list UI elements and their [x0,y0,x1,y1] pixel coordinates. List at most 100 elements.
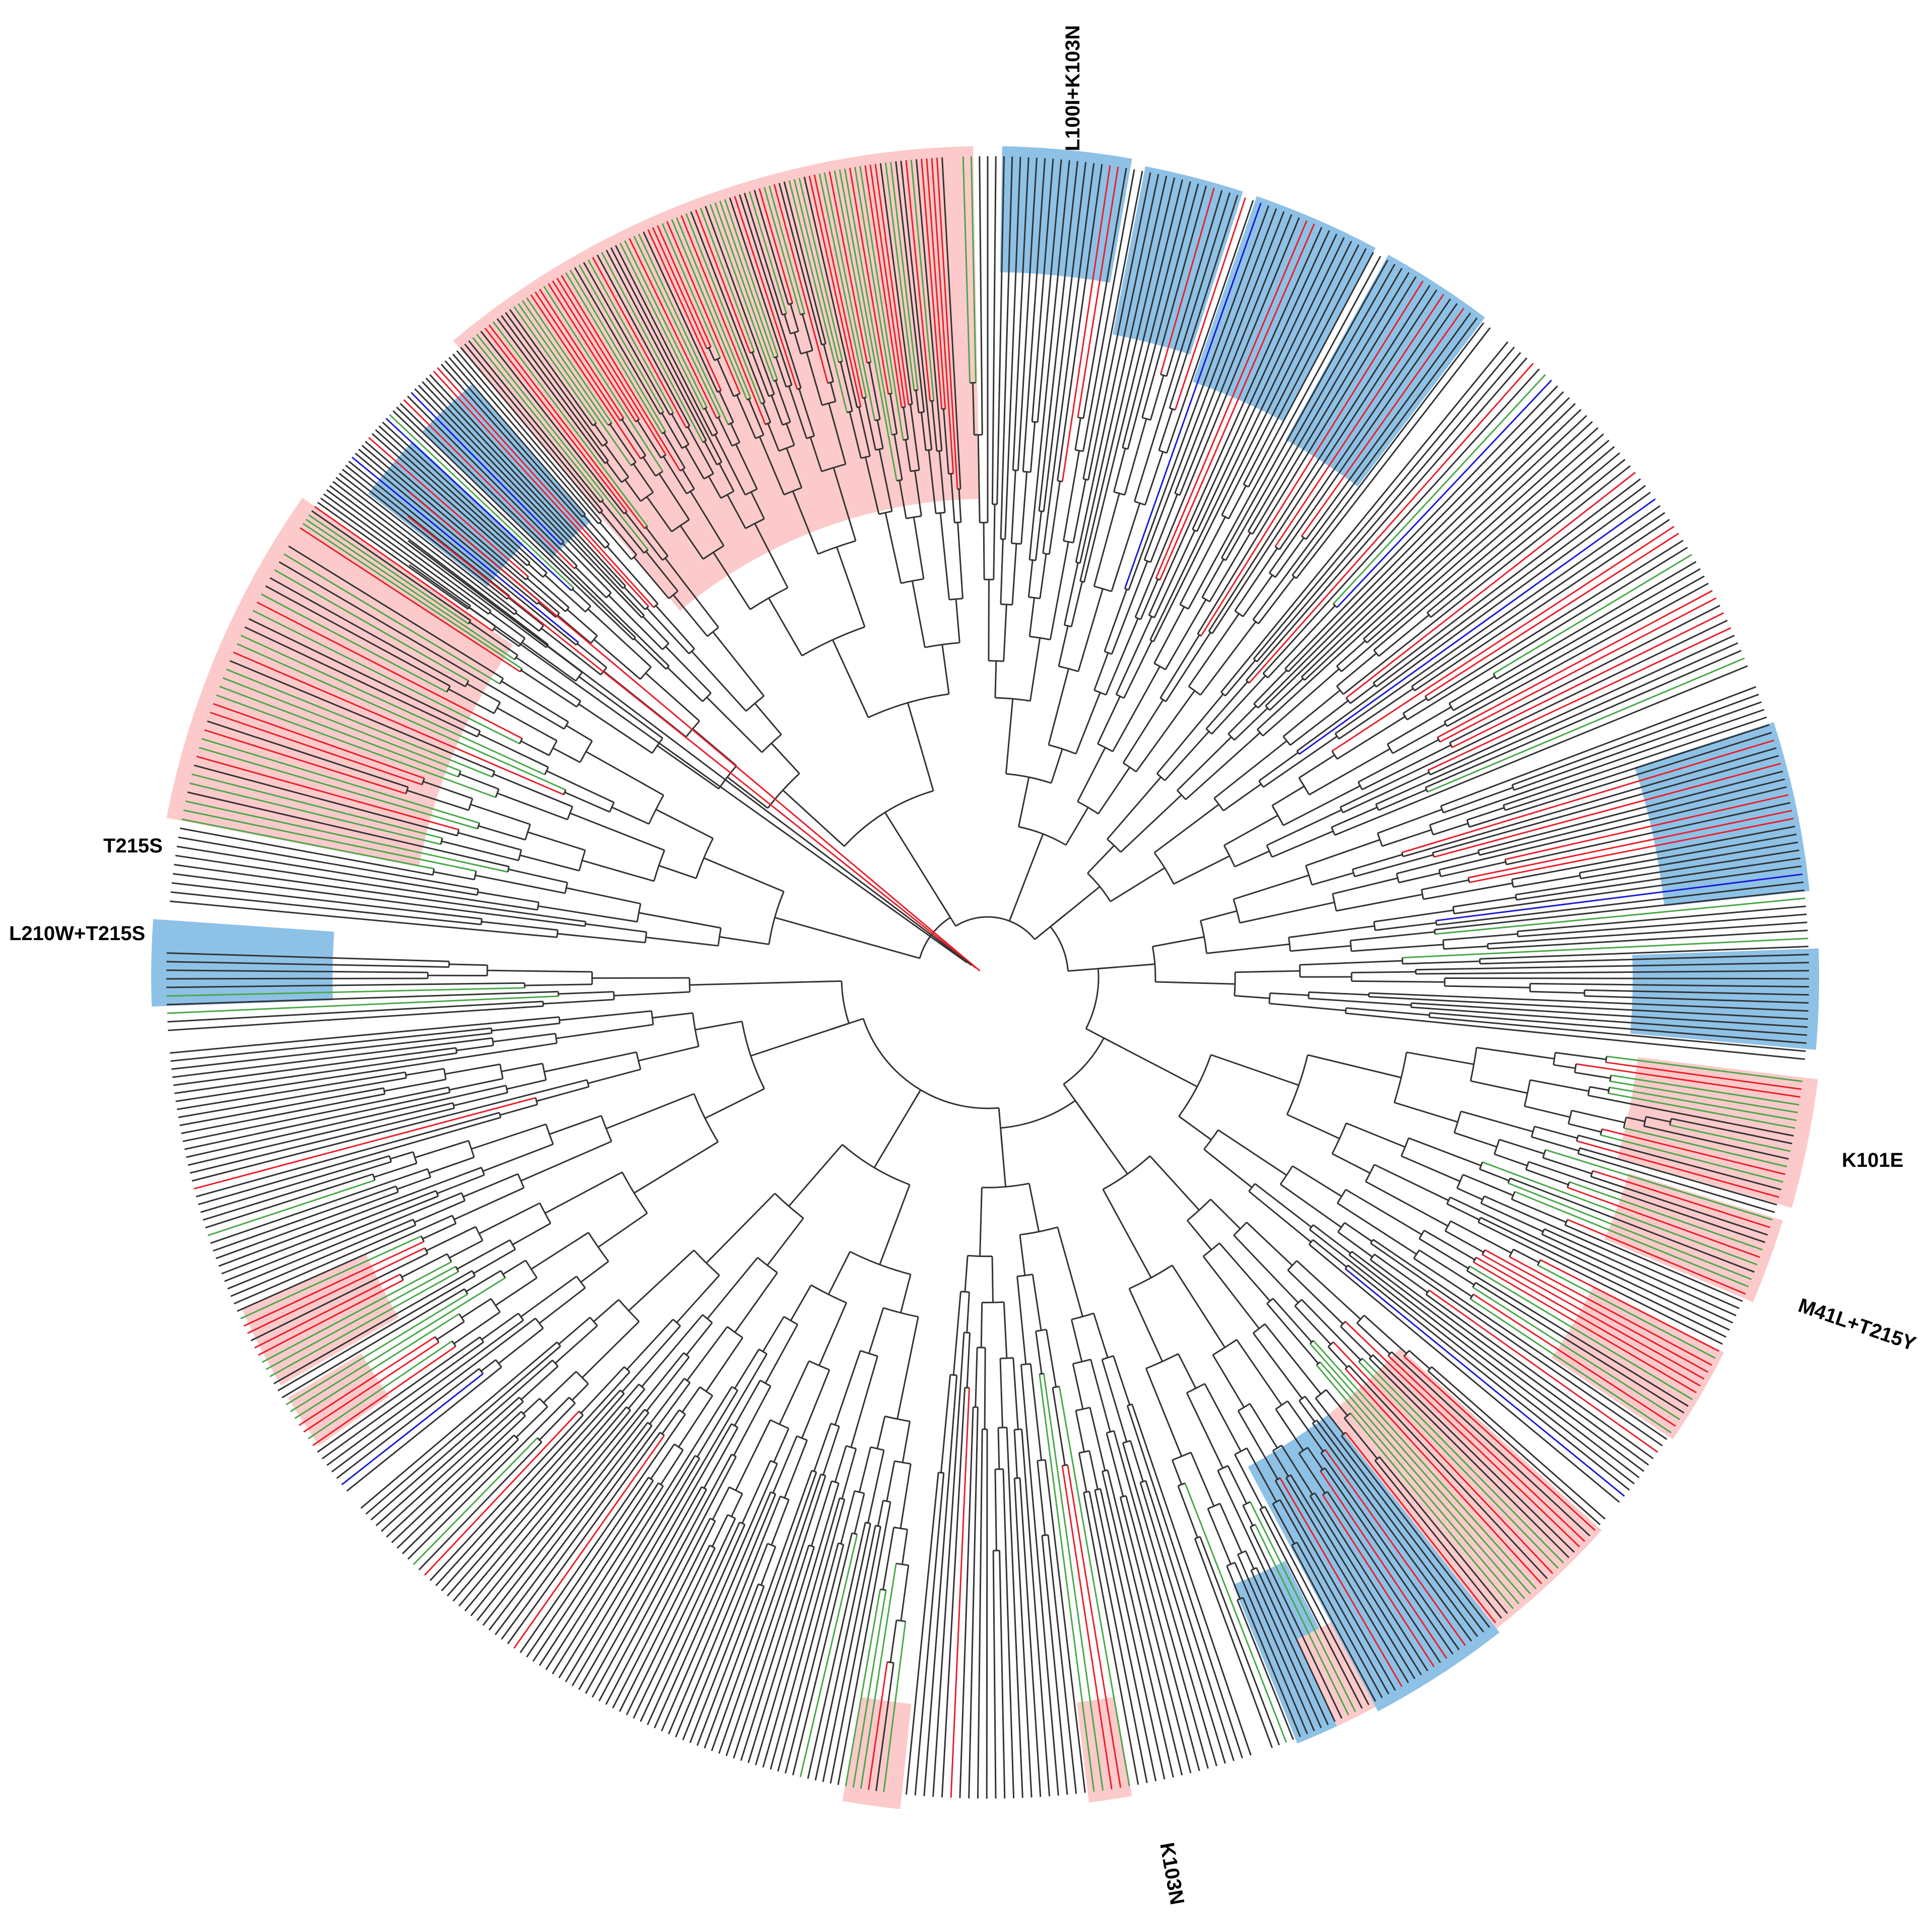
tip-branch [788,180,848,413]
internal-branch [1075,692,1101,754]
internal-branch [1105,618,1139,695]
internal-arc [1266,1298,1274,1304]
internal-branch [1027,560,1034,598]
tip-branch [932,1332,965,1797]
internal-branch [466,683,501,703]
internal-arc [693,1093,719,1143]
tip-branch [168,1005,544,1031]
tip-branch [565,1458,700,1683]
tip-branch [774,184,829,383]
internal-arc [1155,577,1161,581]
internal-arc [643,549,649,554]
tip-branch [895,161,925,413]
tip-branch [1592,1170,1771,1228]
internal-arc [1279,1165,1294,1185]
tip-branch [1184,1483,1287,1743]
internal-arc [476,889,479,895]
internal-branch [718,390,734,423]
tip-branch [1166,190,1223,377]
tip-branch [1434,889,1805,931]
internal-branch [1107,776,1162,840]
tip-branch [808,175,862,407]
internal-branch [1233,874,1310,900]
internal-branch [1246,1447,1277,1502]
tip-branch [464,1410,631,1612]
internal-branch [1252,1332,1303,1399]
internal-branch [527,831,586,851]
internal-arc [1427,612,1432,618]
tip-branch [1127,183,1199,449]
internal-branch [758,436,785,495]
internal-arc [640,454,646,459]
internal-branch [1028,1183,1040,1232]
tip-branch [740,1545,810,1761]
internal-branch [1290,700,1349,746]
internal-arc [1135,616,1141,621]
internal-branch [671,413,690,445]
internal-branch [1028,598,1036,637]
tip-branch [879,163,913,405]
tip-branch [326,1319,524,1466]
tip-branch [996,156,1005,505]
tip-branch [1569,1181,1763,1251]
internal-branch [428,1156,475,1174]
internal-branch [426,1226,476,1251]
internal-branch [1336,652,1377,687]
tip-branch [1155,220,1308,579]
internal-branch [1178,1115,1212,1141]
internal-branch [606,546,659,605]
tip-branch [170,1027,492,1062]
internal-arc [1309,1492,1315,1497]
tip-branch [1472,1286,1681,1420]
tip-branch [307,1340,453,1440]
internal-branch [556,1024,654,1039]
tip-branch [1449,605,1720,744]
internal-branch [1242,574,1273,617]
tip-branch [999,1550,1006,1799]
internal-branch [512,1222,551,1245]
tip-branch [1451,612,1724,748]
tip-branch [1403,1356,1596,1531]
internal-arc [434,1336,440,1343]
internal-branch [520,1276,577,1317]
internal-branch [1098,767,1131,815]
internal-branch [1530,990,1585,994]
tip-branch [1061,1465,1113,1790]
internal-branch [1382,829,1432,847]
internal-branch [539,1287,586,1324]
internal-arc [446,685,451,693]
internal-branch [1111,503,1141,592]
internal-arc [1202,1242,1220,1257]
tip-branch [1006,1427,1023,1798]
internal-branch [1362,744,1451,790]
tip-branch [1290,1474,1415,1680]
tip-branch [407,395,578,567]
internal-arc [861,455,870,459]
internal-branch [1123,640,1153,699]
internal-branch [521,1365,559,1400]
tip-branch [1250,1569,1322,1729]
tip-branch [303,1341,439,1433]
internal-branch [1016,1276,1027,1365]
tip-branch [763,187,801,315]
tip-branch [682,1496,781,1741]
internal-branch [893,434,903,480]
tip-branch [1134,217,1300,618]
tip-branch [189,782,441,845]
tip-branch [718,1472,817,1754]
tip-branch [1149,237,1345,640]
tip-branch [266,1266,456,1370]
tip-branch [402,1439,519,1554]
tip-branch [543,286,664,472]
internal-branch [686,1322,713,1356]
tip-branch [205,1173,373,1229]
tip-branch [1019,1478,1042,1797]
internal-arc [702,545,725,560]
internal-branch [719,936,769,945]
tip-branch [1324,1467,1454,1655]
internal-branch [1165,632,1211,702]
tip-branch [1363,427,1599,640]
internal-branch [950,474,955,523]
internal-arc [427,1168,431,1178]
tip-branch [545,1485,664,1671]
